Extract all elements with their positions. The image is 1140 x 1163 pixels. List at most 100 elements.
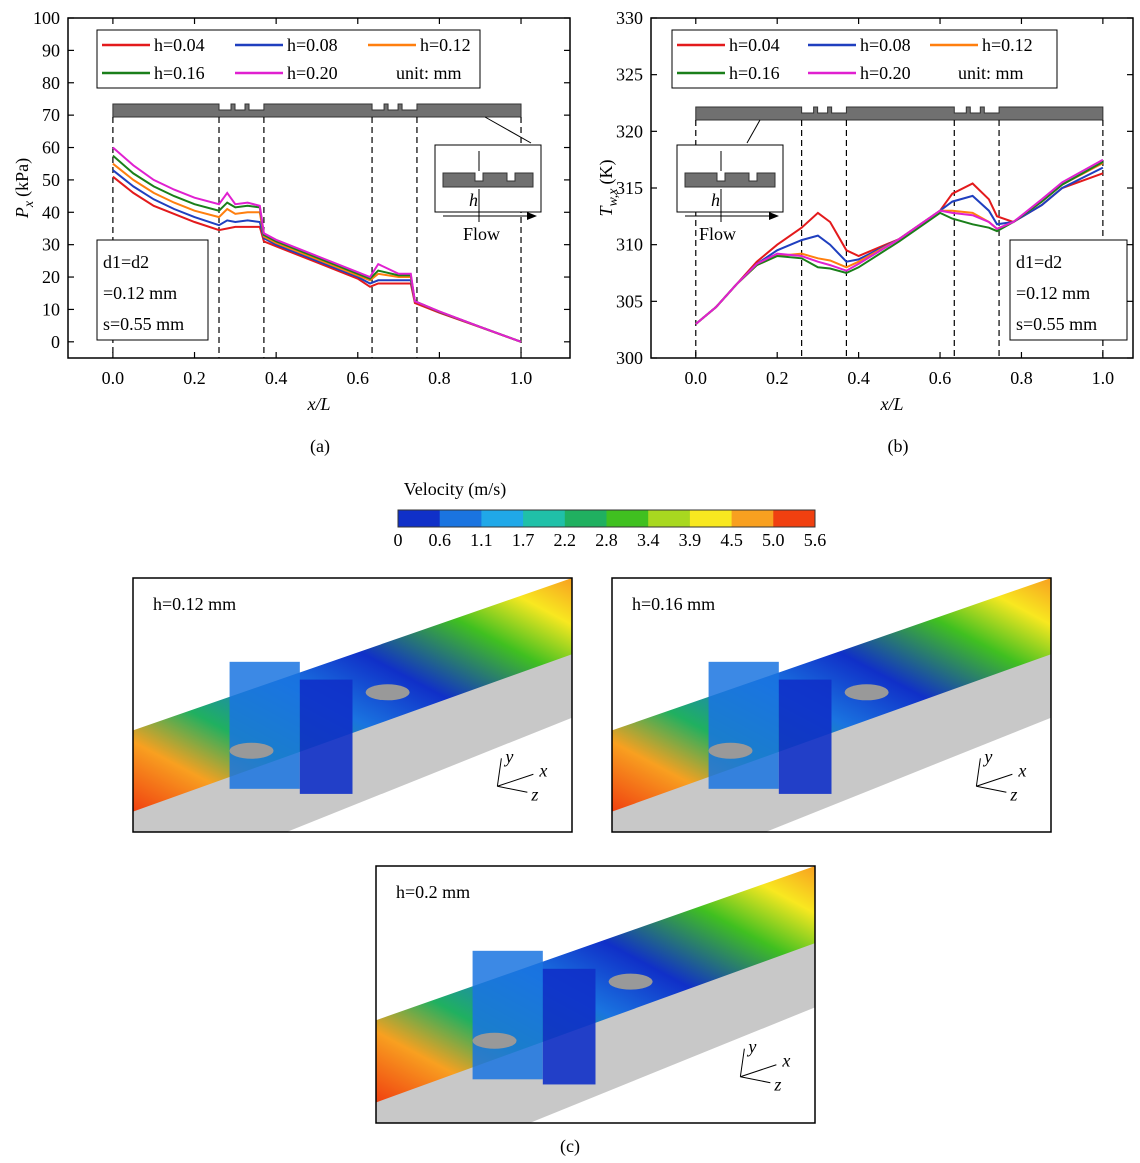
colorbar-title: Velocity (m/s) — [404, 479, 506, 500]
cfd-cavity — [472, 1032, 517, 1049]
axis-arrow — [975, 758, 981, 787]
axis-arrow — [740, 1076, 771, 1084]
channel-schematic — [112, 103, 522, 118]
legend-note: unit: mm — [958, 63, 1024, 83]
y-tick-label: 325 — [616, 65, 643, 85]
colorbar-cell — [523, 510, 566, 527]
colorbar-tick-label: 1.7 — [512, 530, 535, 550]
axis-arrow — [497, 773, 534, 787]
axis-label: x — [1017, 760, 1026, 780]
axis-label: y — [746, 1037, 756, 1057]
axis-arrow — [739, 1048, 745, 1077]
cfd-frame — [132, 577, 573, 833]
axis-arrow — [496, 758, 502, 787]
cfd-section — [472, 950, 543, 1080]
y-label-unit: (K) — [596, 159, 617, 184]
y-axis-label: Tw,x (K) — [596, 159, 621, 216]
colorbar-tick-label: 2.8 — [595, 530, 618, 550]
cfd-section — [778, 679, 832, 794]
colorbar-cell — [731, 510, 774, 527]
y-label-unit: (kPa) — [12, 158, 33, 197]
axis-arrow — [740, 1064, 777, 1078]
colorbar-tick-label: 5.6 — [804, 530, 827, 550]
axis-label: x — [781, 1051, 790, 1071]
axis-label: y — [982, 746, 992, 766]
legend-label: h=0.08 — [860, 35, 911, 55]
cfd-cavity — [229, 742, 274, 759]
annotation-text: d1=d2 — [103, 252, 149, 272]
axis-label: x — [538, 760, 547, 780]
cfd-cavity — [365, 684, 410, 701]
colorbar-cell — [689, 510, 733, 527]
x-tick-label: 0.8 — [428, 368, 451, 388]
y-tick-label: 90 — [42, 40, 60, 60]
y-tick-label: 60 — [42, 138, 60, 158]
inset-arrowhead — [769, 212, 779, 220]
colorbar-frame — [397, 509, 816, 528]
cfd-content — [612, 578, 1051, 832]
inset-h-label: h — [469, 190, 478, 210]
y-tick-label: 80 — [42, 73, 60, 93]
colorbar-cell — [564, 510, 607, 527]
annotation-box — [96, 239, 209, 341]
flow-label: Flow — [699, 224, 736, 244]
y-axis-label: Px (kPa) — [12, 158, 37, 219]
cfd-cavity — [708, 742, 753, 759]
colorbar-cell — [606, 510, 649, 527]
panel-label: (b) — [888, 436, 909, 457]
x-tick-label: 0.6 — [929, 368, 952, 388]
flow-label: Flow — [463, 224, 500, 244]
legend-box — [96, 29, 481, 89]
axis-arrow — [976, 785, 1007, 793]
x-tick-label: 0.4 — [847, 368, 870, 388]
colorbar-tick-label: 4.5 — [720, 530, 743, 550]
colorbar-cell — [398, 510, 441, 527]
y-label-subscript: w,x — [606, 188, 621, 207]
cfd-content — [376, 866, 815, 1123]
inset-channel — [684, 172, 776, 188]
data-line — [695, 158, 1104, 325]
cfd-panel: h=0.12 mm y xz — [132, 577, 573, 833]
x-axis-label: x/L — [879, 394, 903, 414]
x-tick-label: 0.2 — [183, 368, 206, 388]
x-tick-label: 0.6 — [347, 368, 370, 388]
annotation-text: =0.12 mm — [103, 283, 177, 303]
y-tick-label: 310 — [616, 235, 643, 255]
channel-schematic — [695, 106, 1104, 121]
inset-pointer — [746, 119, 761, 144]
y-tick-label: 300 — [616, 348, 643, 368]
inset-pointer — [484, 116, 532, 144]
cfd-section — [708, 661, 779, 789]
cfd-section — [542, 968, 596, 1085]
data-line — [112, 146, 522, 343]
y-tick-label: 320 — [616, 121, 643, 141]
plot-frame — [67, 17, 571, 359]
cfd-section — [299, 679, 353, 794]
inset-h-label: h — [711, 190, 720, 210]
annotation-text: d1=d2 — [1016, 252, 1062, 272]
legend-note: unit: mm — [396, 63, 462, 83]
cfd-label: h=0.16 mm — [632, 594, 715, 614]
annotation-text: s=0.55 mm — [1016, 314, 1097, 334]
legend-label: h=0.16 — [154, 63, 205, 83]
colorbar-tick-label: 0.6 — [428, 530, 451, 550]
cfd-cavity — [608, 973, 653, 990]
legend-label: h=0.20 — [287, 63, 338, 83]
inset-arrowhead — [527, 212, 537, 220]
legend-label: h=0.08 — [287, 35, 338, 55]
annotation-box — [1009, 239, 1128, 341]
x-axis-label: x/L — [306, 394, 330, 414]
cfd-panel: h=0.16 mm y xz — [611, 577, 1052, 833]
colorbar-cell — [773, 510, 816, 527]
x-tick-label: 0.0 — [102, 368, 125, 388]
legend-box — [671, 29, 1058, 89]
legend-label: h=0.12 — [982, 35, 1033, 55]
colorbar-tick-label: 3.4 — [637, 530, 660, 550]
cfd-section — [229, 661, 300, 789]
y-tick-label: 100 — [33, 8, 60, 28]
y-tick-label: 10 — [42, 299, 60, 319]
axis-label: z — [773, 1075, 781, 1095]
axis-arrow — [497, 785, 528, 793]
